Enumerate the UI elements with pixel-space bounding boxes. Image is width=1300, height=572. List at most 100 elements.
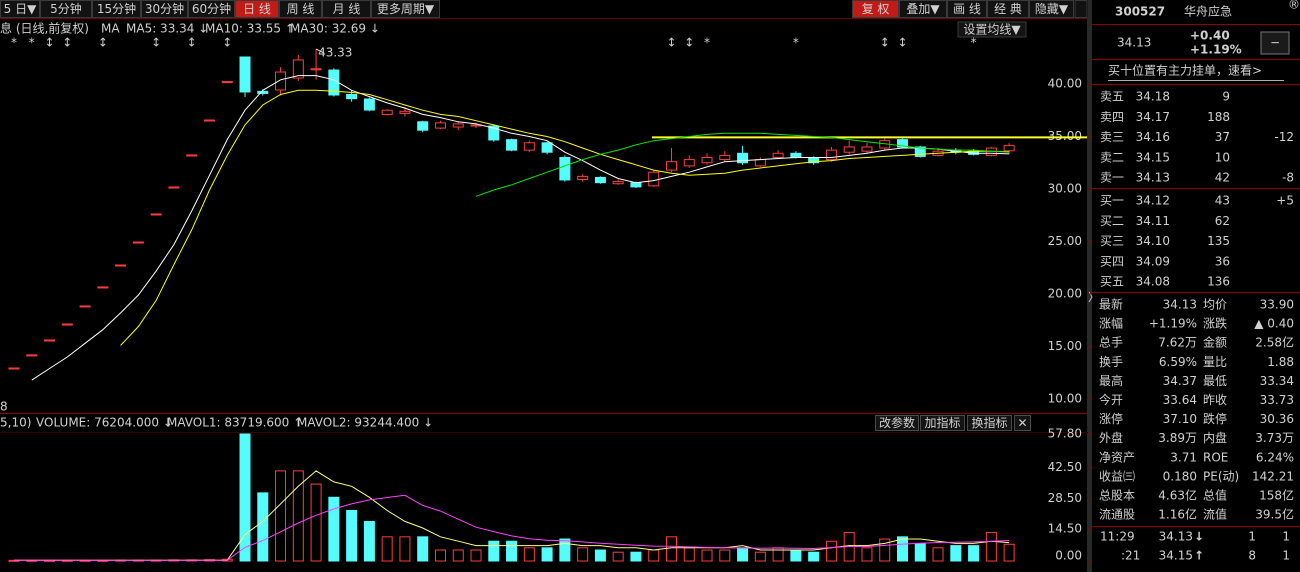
tool-tab[interactable] bbox=[987, 0, 1029, 18]
period-tab-label[interactable]: 日 线 bbox=[243, 2, 271, 16]
stat-label: 涨停 bbox=[1099, 411, 1123, 426]
period-tab[interactable] bbox=[279, 0, 322, 18]
indicator-button[interactable] bbox=[875, 415, 919, 431]
period-tab[interactable] bbox=[235, 0, 279, 18]
period-tab[interactable] bbox=[40, 0, 92, 18]
collapse-button-label[interactable]: − bbox=[1270, 36, 1280, 50]
volume-label: VOLUME: 76204.000 ↓ bbox=[36, 416, 173, 430]
tick-price: 34.15 bbox=[1159, 549, 1193, 563]
info-marker[interactable]: * bbox=[29, 36, 35, 50]
info-marker[interactable]: * bbox=[793, 36, 799, 50]
volume-bar bbox=[950, 545, 962, 562]
tool-tab-label[interactable]: 隐藏▼ bbox=[1035, 2, 1069, 16]
volume-bar bbox=[310, 483, 322, 562]
collapse-button[interactable] bbox=[1260, 31, 1290, 55]
stat-label: ROE bbox=[1203, 450, 1228, 464]
book-volume: 43 bbox=[1215, 194, 1230, 208]
candle-body bbox=[44, 339, 56, 342]
ma-settings-button[interactable] bbox=[957, 21, 1027, 38]
indicator-button-label[interactable]: 加指标 bbox=[924, 415, 960, 430]
indicator-button[interactable] bbox=[967, 415, 1012, 431]
volume-bar bbox=[434, 549, 446, 562]
candle-body bbox=[825, 149, 837, 161]
info-marker[interactable]: ↕ bbox=[98, 36, 108, 50]
ma-settings-label[interactable]: 设置均线▼ bbox=[963, 23, 1021, 37]
volume-bar bbox=[381, 536, 393, 562]
book-label: 卖五 bbox=[1100, 90, 1124, 104]
volume-bar bbox=[470, 549, 482, 562]
stock-name: 华舟应急 bbox=[1184, 4, 1232, 19]
info-marker[interactable]: ↕ bbox=[45, 36, 55, 50]
candle-body bbox=[275, 71, 287, 91]
indicator-button[interactable] bbox=[920, 415, 965, 431]
tool-tab[interactable] bbox=[1029, 0, 1074, 18]
candle-body bbox=[737, 152, 749, 164]
splitter[interactable] bbox=[1088, 0, 1092, 572]
candle-body bbox=[221, 81, 233, 84]
period-tab[interactable] bbox=[0, 0, 40, 18]
period-tab-label[interactable]: 月 线 bbox=[333, 2, 361, 16]
period-tab-label[interactable]: 60分钟 bbox=[192, 1, 231, 16]
tool-tab-label[interactable]: 复 权 bbox=[862, 2, 890, 16]
period-tab-label[interactable]: 更多周期▼ bbox=[377, 2, 435, 16]
tool-tab-label[interactable]: 叠加▼ bbox=[906, 2, 940, 16]
book-label: 买四 bbox=[1100, 254, 1124, 268]
candle-body bbox=[843, 146, 855, 153]
volume-bar bbox=[808, 551, 820, 562]
indicator-button-label[interactable]: 改参数 bbox=[879, 415, 915, 430]
candle-body bbox=[1003, 145, 1015, 152]
book-volume: 42 bbox=[1215, 171, 1230, 185]
candle-body bbox=[61, 323, 73, 326]
indicator-button-label[interactable]: 换指标 bbox=[971, 415, 1007, 430]
candle-body bbox=[26, 354, 38, 357]
info-marker[interactable]: ↕ bbox=[222, 36, 232, 50]
period-tab[interactable] bbox=[371, 0, 440, 18]
stat-label: 流通股 bbox=[1099, 508, 1135, 522]
info-marker[interactable]: ↕ bbox=[151, 36, 161, 50]
indicator-button-label[interactable]: ✕ bbox=[1017, 416, 1027, 430]
book-volume: 135 bbox=[1207, 234, 1230, 248]
period-tab[interactable] bbox=[188, 0, 235, 18]
stat-value: 7.62万 bbox=[1158, 336, 1197, 350]
info-marker[interactable]: ↕ bbox=[187, 36, 197, 50]
volume-bar bbox=[719, 549, 731, 562]
tool-tab-label[interactable]: 画 线 bbox=[953, 2, 981, 16]
period-tab[interactable] bbox=[92, 0, 141, 18]
period-tab-label[interactable]: 5 日▼ bbox=[4, 2, 37, 16]
info-marker[interactable]: ↕ bbox=[880, 36, 890, 50]
info-marker[interactable]: ↕ bbox=[897, 36, 907, 50]
period-tab-label[interactable]: 周 线 bbox=[287, 2, 315, 16]
period-tab[interactable] bbox=[141, 0, 188, 18]
period-tab[interactable] bbox=[322, 0, 371, 18]
stat-value: 34.13 bbox=[1163, 298, 1197, 312]
info-marker[interactable]: ↕ bbox=[666, 36, 676, 50]
toolbar-scroll[interactable] bbox=[1074, 0, 1088, 18]
candle-body bbox=[701, 156, 713, 164]
period-tab-label[interactable]: 30分钟 bbox=[145, 1, 184, 16]
volume-bar bbox=[275, 470, 287, 562]
stat-label: 总股本 bbox=[1099, 489, 1135, 503]
volume-ma-legend: MAVOL1: 83719.600 ↑ bbox=[167, 416, 303, 430]
stat-label: 流值 bbox=[1203, 507, 1227, 522]
stat-value: 142.21 bbox=[1252, 469, 1294, 483]
stat-value: 37.10 bbox=[1163, 412, 1197, 426]
info-marker[interactable]: ↕ bbox=[684, 36, 694, 50]
last-price: 34.13 bbox=[1117, 36, 1151, 50]
info-marker[interactable]: * bbox=[11, 36, 17, 50]
info-marker[interactable]: * bbox=[704, 36, 710, 50]
period-tab-label[interactable]: 15分钟 bbox=[97, 1, 136, 16]
info-marker[interactable]: * bbox=[971, 36, 977, 50]
tool-tab[interactable] bbox=[852, 0, 899, 18]
tool-tab-label[interactable]: 经 典 bbox=[994, 2, 1022, 16]
stat-value: +1.19% bbox=[1149, 317, 1197, 331]
info-marker[interactable]: ↕ bbox=[62, 36, 72, 50]
book-label: 卖一 bbox=[1100, 171, 1124, 185]
notice-link[interactable]: 买十位置有主力挂单，速看> bbox=[1108, 63, 1262, 78]
indicator-button[interactable] bbox=[1014, 415, 1031, 431]
volume-bar bbox=[452, 549, 464, 562]
volume-bar bbox=[577, 547, 589, 562]
period-tab-label[interactable]: 5分钟 bbox=[50, 1, 82, 16]
stat-label: 昨收 bbox=[1203, 393, 1227, 407]
tool-tab[interactable] bbox=[899, 0, 947, 18]
tool-tab[interactable] bbox=[947, 0, 987, 18]
